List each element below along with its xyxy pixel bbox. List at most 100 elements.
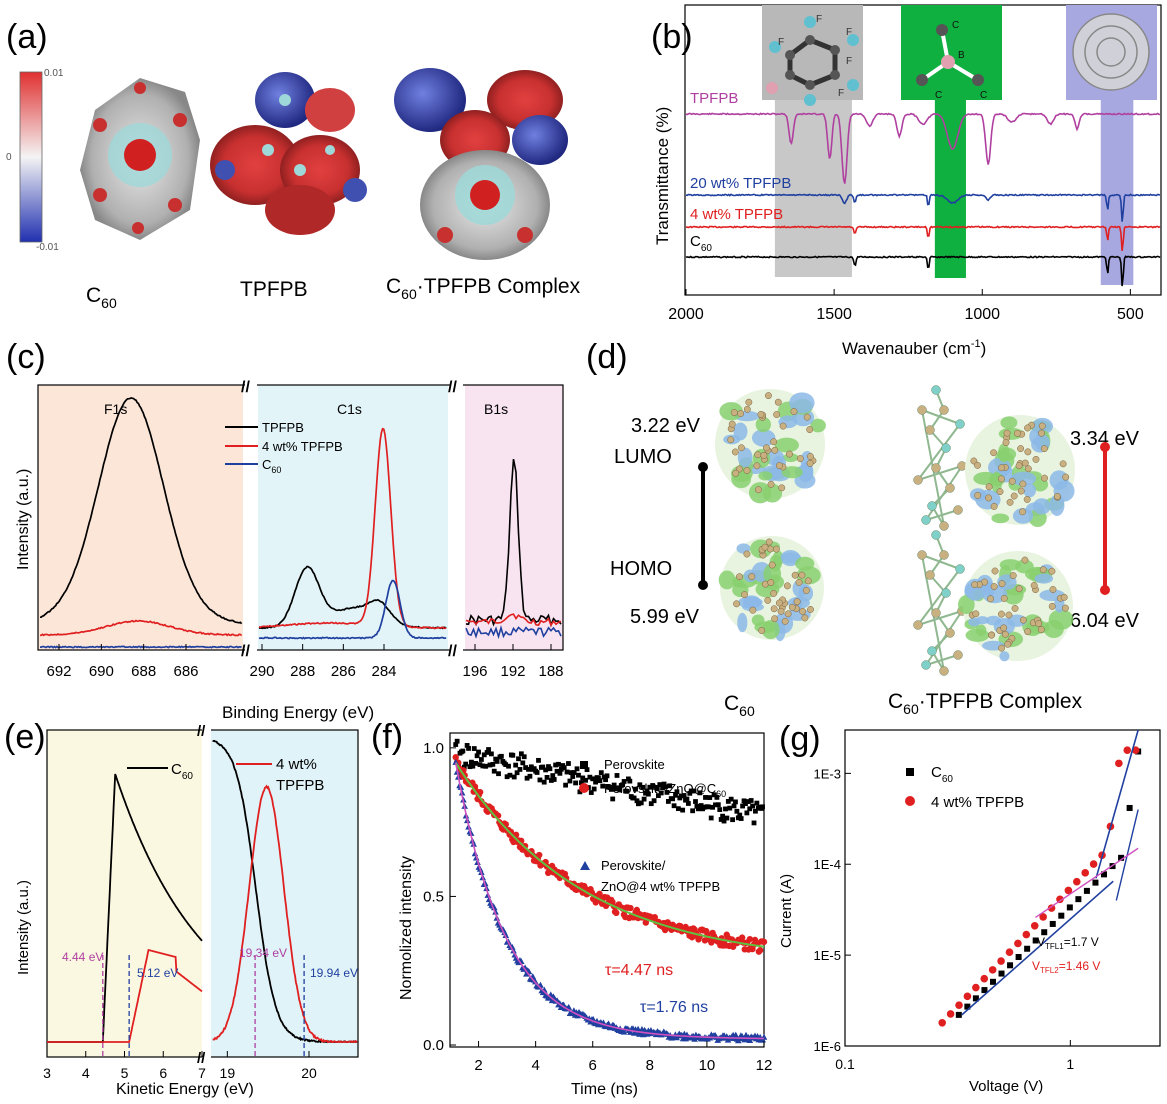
tpfpb-point bbox=[502, 932, 510, 939]
perovskite-point bbox=[711, 792, 717, 798]
c60-point bbox=[1024, 945, 1031, 952]
perovskite-point bbox=[548, 778, 554, 783]
atom bbox=[953, 505, 963, 515]
legend-tpfpb: TPFPB bbox=[690, 90, 738, 107]
legend-4wt: 4 wt% TPFPB bbox=[262, 439, 343, 454]
perovskite-point bbox=[737, 812, 743, 818]
x-tick-label: 5 bbox=[121, 1065, 129, 1081]
perovskite-point bbox=[731, 803, 737, 809]
atom bbox=[998, 580, 1006, 588]
perovskite-point bbox=[648, 801, 654, 807]
c-xlabel: Binding Energy (eV) bbox=[222, 703, 374, 722]
legend-marker-4wt bbox=[905, 796, 915, 806]
perovskite-point bbox=[577, 789, 583, 795]
atom bbox=[974, 491, 982, 499]
atom bbox=[770, 589, 778, 597]
perovskite-point bbox=[743, 801, 748, 807]
orbital-lobe bbox=[968, 617, 981, 627]
perovskite-point bbox=[553, 762, 559, 768]
svg-text:C: C bbox=[980, 90, 987, 101]
c60-point bbox=[1101, 871, 1108, 878]
tpfpb-point bbox=[1005, 948, 1014, 957]
atom bbox=[913, 475, 923, 485]
orbital-lobe bbox=[998, 443, 1010, 463]
panel-c: (c) // // // // F1s C1s B1s TPFPB 4 wt% … bbox=[6, 338, 564, 722]
b1s-4wt bbox=[465, 613, 562, 627]
c60-point bbox=[756, 947, 764, 954]
atom bbox=[793, 598, 801, 606]
c1s-c60 bbox=[258, 579, 447, 640]
perovskite-point bbox=[741, 798, 747, 804]
atom bbox=[1049, 586, 1057, 593]
tpfpb-point bbox=[620, 1028, 628, 1035]
legend-marker-tpfpb bbox=[580, 861, 590, 870]
tpfpb-point bbox=[980, 974, 989, 983]
c60-spectrum bbox=[685, 255, 1161, 287]
atom bbox=[736, 573, 743, 581]
legend-4wt-a: 4 wt% bbox=[276, 756, 317, 773]
atom bbox=[1038, 422, 1046, 430]
orbital-lobe bbox=[781, 466, 803, 479]
perovskite-point bbox=[647, 784, 653, 790]
perovskite-point bbox=[690, 808, 696, 814]
atom bbox=[953, 650, 963, 660]
tpfpb-point bbox=[1022, 930, 1031, 939]
tpfpb-point bbox=[452, 758, 460, 765]
perovskite-point bbox=[693, 799, 698, 804]
tpfpb-point bbox=[988, 966, 997, 974]
perovskite-point bbox=[536, 757, 541, 763]
atom bbox=[1005, 611, 1013, 619]
atom bbox=[1019, 480, 1027, 488]
break-mark-2: // bbox=[448, 379, 457, 396]
edge-19-94: 19.94 eV bbox=[310, 966, 358, 980]
atom bbox=[955, 564, 965, 574]
perovskite-point bbox=[740, 803, 745, 809]
c60-point bbox=[1015, 954, 1022, 961]
colorbar-max: 0.01 bbox=[44, 68, 64, 79]
panel-e: (e) // // C60 4 wt% TPFPB 4.44 eV 5.12 e… bbox=[4, 718, 359, 1098]
legend-20wt: 20 wt% TPFPB bbox=[690, 175, 791, 192]
frame-f bbox=[449, 732, 765, 1048]
legend-c60: C60 bbox=[931, 764, 953, 785]
atom bbox=[803, 413, 811, 421]
atom bbox=[727, 436, 735, 444]
caption-complex: C60·TPFPB Complex bbox=[888, 690, 1083, 717]
perovskite-point bbox=[645, 791, 651, 797]
b-ylabel: Transmittance (%) bbox=[653, 107, 672, 245]
atom bbox=[788, 603, 796, 611]
perovskite-point bbox=[671, 803, 677, 809]
atom bbox=[941, 588, 951, 598]
c60-point bbox=[708, 939, 715, 946]
break-mark-e2: // bbox=[197, 1050, 206, 1067]
perovskite-point bbox=[491, 768, 497, 774]
tpfpb-point bbox=[1039, 913, 1047, 921]
svg-text:F: F bbox=[816, 14, 822, 25]
perovskite-point bbox=[664, 789, 670, 795]
perovskite-point bbox=[578, 780, 584, 786]
label-tpfpb: TPFPB bbox=[240, 278, 308, 301]
tpfpb-point bbox=[490, 904, 498, 911]
c60-point bbox=[536, 851, 543, 859]
panel-f: (f) Perovskite Perovskite/ZnO@C60 Perovs… bbox=[371, 718, 772, 1098]
tpfpb-esp-surface bbox=[210, 72, 367, 235]
x-tick-label: 686 bbox=[173, 663, 198, 680]
inset-c60 bbox=[1066, 5, 1157, 100]
c60-point bbox=[1075, 896, 1082, 903]
c-ylabel: Intensity (a.u.) bbox=[15, 469, 32, 570]
atom bbox=[990, 583, 998, 591]
bond bbox=[921, 554, 961, 570]
break-mark-e1: // bbox=[197, 723, 206, 740]
x-tick-label: 1 bbox=[1066, 1056, 1074, 1072]
orbital-lobe bbox=[1032, 498, 1051, 515]
perovskite-point bbox=[728, 796, 734, 802]
perovskite-point bbox=[661, 781, 667, 787]
perovskite-point bbox=[688, 788, 694, 794]
atom bbox=[799, 607, 807, 615]
panel-a: (a) 0.01 0 -0.01 bbox=[6, 18, 581, 311]
perovskite-point bbox=[486, 747, 491, 752]
perovskite-point bbox=[745, 799, 751, 804]
perovskite-point bbox=[727, 805, 733, 811]
ohmic-fit bbox=[961, 880, 1114, 1016]
panel-d: (d) 3.22 eV LUMO HOMO 5.99 eV 3.34 eV 6.… bbox=[586, 338, 1140, 719]
c60-homo bbox=[718, 536, 824, 642]
